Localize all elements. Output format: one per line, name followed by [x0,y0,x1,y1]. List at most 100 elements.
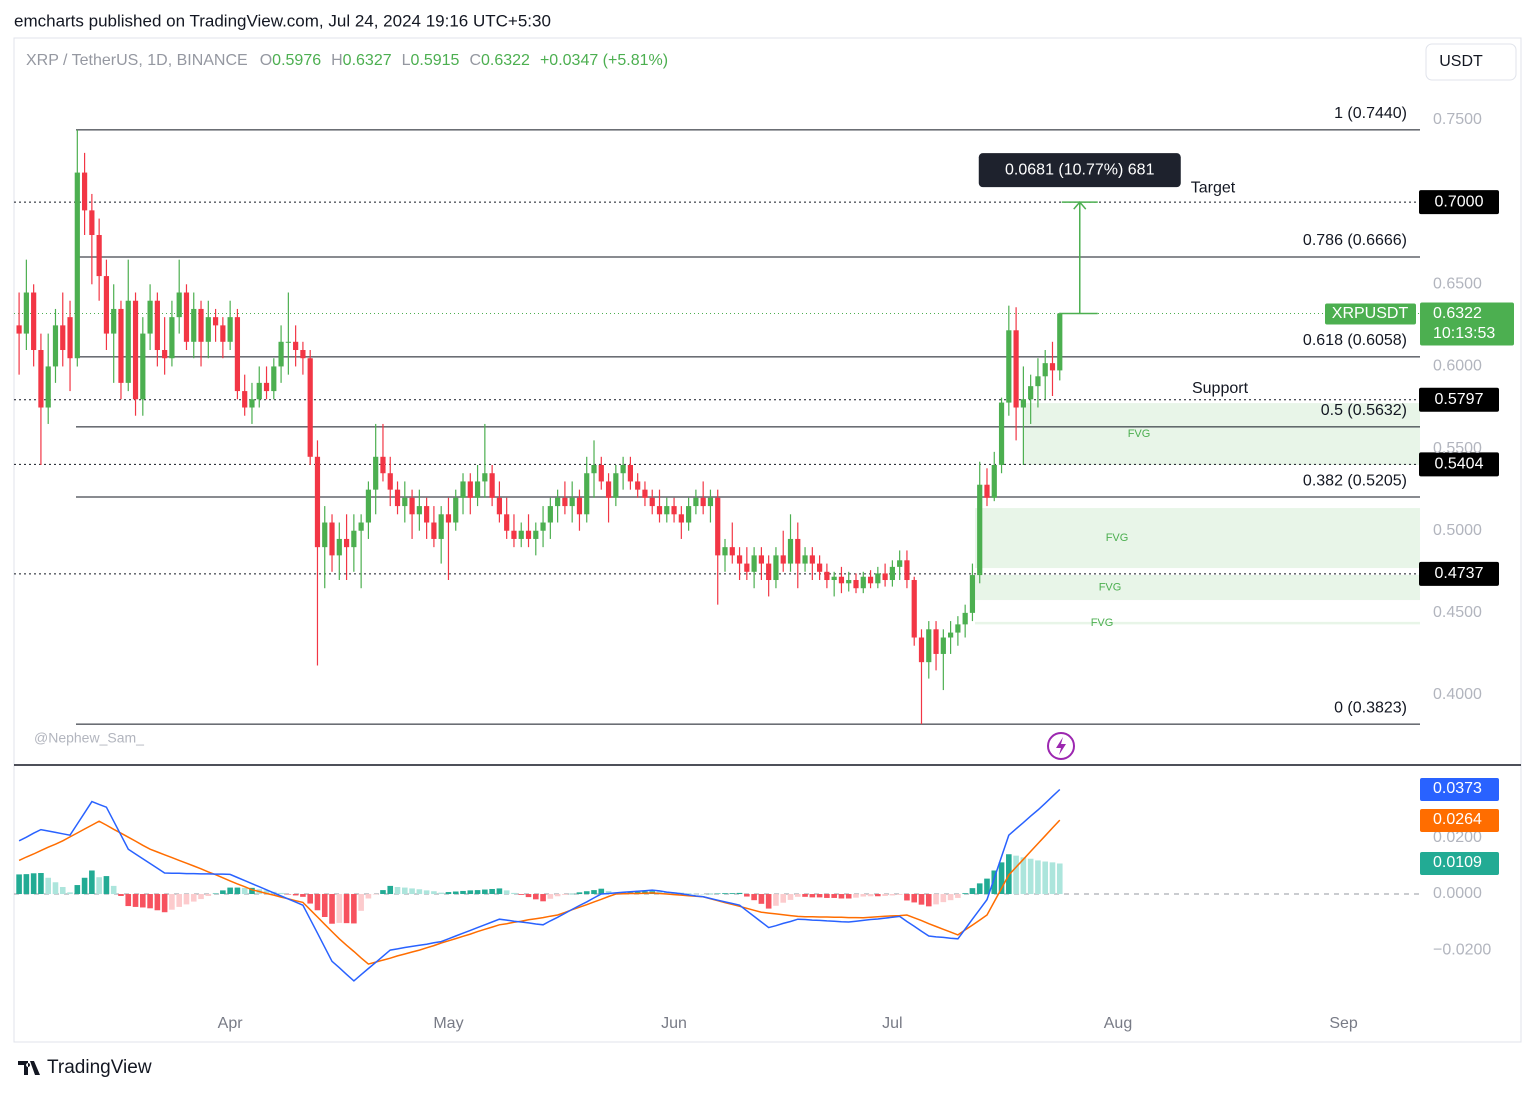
ohlc-value: 0.6327 [343,52,392,69]
candle-body [424,506,430,523]
candle-body [162,350,168,359]
histogram-bar [423,890,430,895]
histogram-bar [896,894,903,895]
macd-value-label: 0.0109 [1433,854,1482,871]
candle-body [373,456,379,490]
histogram-bar [190,894,197,902]
candle-body [336,538,342,556]
histogram-bar [758,894,765,904]
candle-body [38,350,44,408]
histogram-bar [496,888,503,895]
histogram-bar [74,885,81,895]
level-label-box [1419,561,1499,586]
candle-body [474,481,481,498]
symbol-box [1325,303,1416,325]
candle-body [242,391,248,408]
candle-body [802,555,808,564]
candle-body [89,210,95,236]
currency-label[interactable]: USDT [1439,53,1483,70]
candle-body [365,489,372,523]
histogram-bar [38,873,44,895]
histogram-bar [576,892,583,895]
histogram-bar [853,894,859,898]
candle-body [380,456,386,474]
histogram-bar [307,894,313,904]
candle-body [780,555,786,564]
candle-body [467,481,473,498]
candle-body [482,473,488,482]
candle-body [904,560,910,581]
candle-body [729,547,735,556]
candle-body [926,629,932,663]
candle-body [31,292,37,351]
histogram-bar [401,887,408,895]
annotation: Target [1191,179,1236,196]
candle-body [853,580,859,589]
histogram-bar [845,894,852,899]
histogram-bar [831,894,837,898]
histogram-bar [998,862,1005,895]
candle-body [322,522,328,548]
histogram-bar [227,887,233,895]
signal-line [18,819,1061,965]
ohlc-label: C [469,52,481,69]
histogram-bar [1049,862,1056,895]
countdown-label: 10:13:53 [1433,325,1495,342]
histogram-bar [300,894,306,897]
symbol-title: XRP / TetherUS, 1D, BINANCE [26,52,248,69]
histogram-bar [358,894,364,911]
ohlc-label: H [331,52,343,69]
candle-body [969,575,976,613]
brand-logo [18,1061,40,1075]
candle-body [678,514,684,523]
publisher-line: emcharts published on TradingView.com, J… [14,11,551,30]
candle-body [736,555,743,564]
histogram-bar [154,894,161,911]
candle-body [431,522,437,539]
histogram-bar [372,894,379,895]
histogram-bar [583,891,590,895]
histogram-bar [838,894,845,899]
candle-body [838,576,845,584]
candle-body [271,366,277,392]
candle-body [307,358,313,457]
histogram-bar [81,877,88,895]
macd-value-label: 0.0373 [1433,780,1482,797]
candle-body [744,563,750,572]
candle-body [984,484,990,498]
candle-body [686,506,692,523]
y-tick-label: 0.6500 [1433,276,1482,293]
histogram-bar [547,894,554,899]
currency-button[interactable] [1425,43,1517,81]
candle-body [278,341,284,367]
histogram-bar [351,894,357,924]
candle-body [889,566,895,581]
x-tick-label: Sep [1329,1015,1358,1032]
candle-body [635,481,641,490]
histogram-bar [700,894,706,895]
histogram-bar [220,890,226,895]
histogram-bar [438,892,444,895]
candle-body [212,317,219,326]
candle-body [766,563,772,581]
candle-body [147,300,153,334]
histogram-bar [467,890,474,895]
macd-tick-label: 0.0000 [1433,885,1482,902]
fvg-zone [975,621,1420,625]
histogram-bar [969,888,976,895]
candle-body [1035,376,1041,387]
candle-body [940,637,946,654]
histogram-bar [45,877,52,895]
candle-body [81,172,88,211]
candle-body [96,235,102,277]
candle-body [249,399,255,408]
ohlc-value: 0.5915 [411,52,460,69]
candle-body [1042,363,1048,377]
histogram-bar [940,894,947,903]
histogram-bar [787,894,794,900]
candle-body [962,612,968,625]
histogram-bar [52,882,59,895]
candle-body [45,366,51,408]
histogram-bar [212,893,219,895]
histogram-bar [169,894,175,910]
